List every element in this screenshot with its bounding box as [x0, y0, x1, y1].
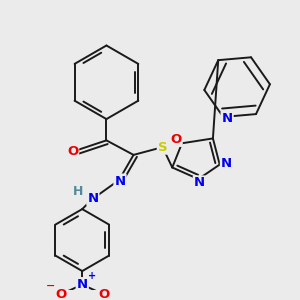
- Text: N: N: [77, 278, 88, 291]
- Text: N: N: [221, 157, 232, 170]
- Text: N: N: [114, 175, 126, 188]
- Text: −: −: [46, 280, 55, 291]
- Text: N: N: [87, 192, 98, 205]
- Text: N: N: [194, 176, 205, 190]
- Text: S: S: [158, 141, 167, 154]
- Text: O: O: [67, 145, 78, 158]
- Text: +: +: [88, 271, 96, 281]
- Text: O: O: [170, 133, 182, 146]
- Text: N: N: [221, 112, 233, 125]
- Text: H: H: [73, 185, 84, 198]
- Text: O: O: [55, 288, 67, 300]
- Text: O: O: [98, 288, 109, 300]
